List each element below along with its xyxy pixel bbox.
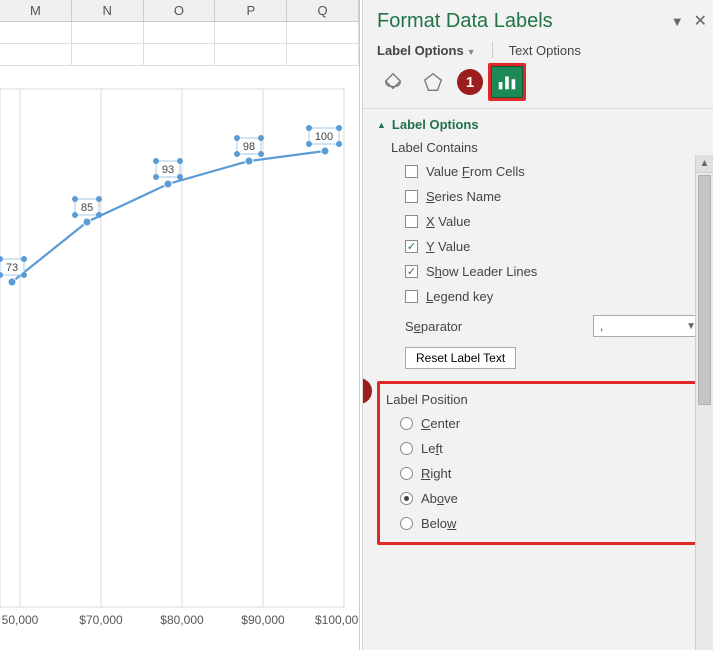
radio-icon [400,467,413,480]
data-label-2: 93 [153,158,183,180]
collapse-triangle-icon: ▲ [377,120,386,130]
tab-separator [492,42,493,58]
tab-text-options[interactable]: Text Options [509,43,581,58]
svg-text:73: 73 [6,262,18,274]
svg-text:85: 85 [81,202,93,214]
check-x-value[interactable]: X Value [405,209,703,234]
checkbox-icon [405,190,418,203]
data-label-0: 73 [0,256,27,278]
pane-title: Format Data Labels [377,10,553,33]
checkbox-icon [405,165,418,178]
pane-header: Format Data Labels ▼ ✕ [363,0,713,42]
svg-text:$100,000: $100,000 [315,613,358,627]
checkbox-icon: ✓ [405,240,418,253]
section-label-options[interactable]: ▲ Label Options [377,113,703,136]
tab-label-options-text: Label Options [377,43,464,58]
checkbox-icon [405,290,418,303]
checkbox-icon: ✓ [405,265,418,278]
svg-text:$70,000: $70,000 [79,613,123,627]
separator-label: Separator [405,319,462,334]
radio-left[interactable]: Left [400,436,694,461]
effects-icon[interactable] [417,66,449,98]
label-position-header: Label Position [386,388,694,411]
section-label-options-text: Label Options [392,117,479,132]
callout-badge-1: 1 [457,69,483,95]
fill-line-icon[interactable] [377,66,409,98]
separator-select[interactable]: , ▼ [593,315,703,337]
column-headers: M N O P Q [0,0,359,22]
scroll-thumb[interactable] [698,175,711,405]
callout-badge-2: 2 [363,378,372,404]
embedded-chart[interactable]: 73 85 93 [0,84,358,644]
data-label-4: 100 [306,125,342,147]
radio-below[interactable]: Below [400,511,694,536]
reset-label-text-button[interactable]: Reset Label Text [405,347,516,369]
radio-center[interactable]: Center [400,411,694,436]
pane-scrollbar[interactable]: ▲ [695,155,713,650]
col-header-p[interactable]: P [215,0,287,21]
radio-icon [400,442,413,455]
option-category-icons: 1 [363,64,713,108]
svg-text:98: 98 [243,141,255,153]
svg-text:93: 93 [162,164,174,176]
svg-text:$80,000: $80,000 [160,613,204,627]
radio-right[interactable]: Right [400,461,694,486]
label-contains-checklist: Value From Cells Series Name X Value ✓ Y… [377,159,703,309]
tab-label-options[interactable]: Label Options▼ [377,43,476,58]
series-options-icon[interactable] [491,66,523,98]
check-y-value[interactable]: ✓ Y Value [405,234,703,259]
svg-text:100: 100 [315,131,333,143]
radio-icon [400,417,413,430]
cells-grid[interactable]: 73 85 93 [0,22,359,650]
radio-above[interactable]: Above [400,486,694,511]
check-value-from-cells[interactable]: Value From Cells [405,159,703,184]
line-chart-svg: 73 85 93 [0,84,358,644]
svg-text:50,000: 50,000 [2,613,39,627]
scroll-up-icon[interactable]: ▲ [696,155,713,173]
data-label-3: 98 [234,135,264,157]
close-icon[interactable]: ✕ [694,11,707,31]
col-header-n[interactable]: N [72,0,144,21]
check-series-name[interactable]: Series Name [405,184,703,209]
svg-text:$90,000: $90,000 [241,613,285,627]
pane-tabs: Label Options▼ Text Options [363,42,713,64]
col-header-q[interactable]: Q [287,0,359,21]
separator-value: , [600,319,603,333]
data-label-1: 85 [72,196,102,218]
separator-row: Separator , ▼ [377,309,703,343]
col-header-m[interactable]: M [0,0,72,21]
radio-icon [400,517,413,530]
pane-options-dropdown[interactable]: ▼ [671,14,684,29]
x-axis-labels[interactable]: 50,000 $70,000 $80,000 $90,000 $100,000 [2,613,358,627]
checkbox-icon [405,215,418,228]
worksheet-area: M N O P Q [0,0,360,650]
check-leader-lines[interactable]: ✓ Show Leader Lines [405,259,703,284]
format-data-labels-pane: Format Data Labels ▼ ✕ Label Options▼ Te… [362,0,713,650]
label-contains-header: Label Contains [377,136,703,159]
radio-icon [400,492,413,505]
col-header-o[interactable]: O [144,0,216,21]
options-scroll-body: ▲ Label Options Label Contains Value Fro… [363,108,713,650]
check-legend-key[interactable]: Legend key [405,284,703,309]
label-position-radios: Center Left Right Above Below [386,411,694,536]
label-position-group: 2 Label Position Center Left Right Above [377,381,703,545]
